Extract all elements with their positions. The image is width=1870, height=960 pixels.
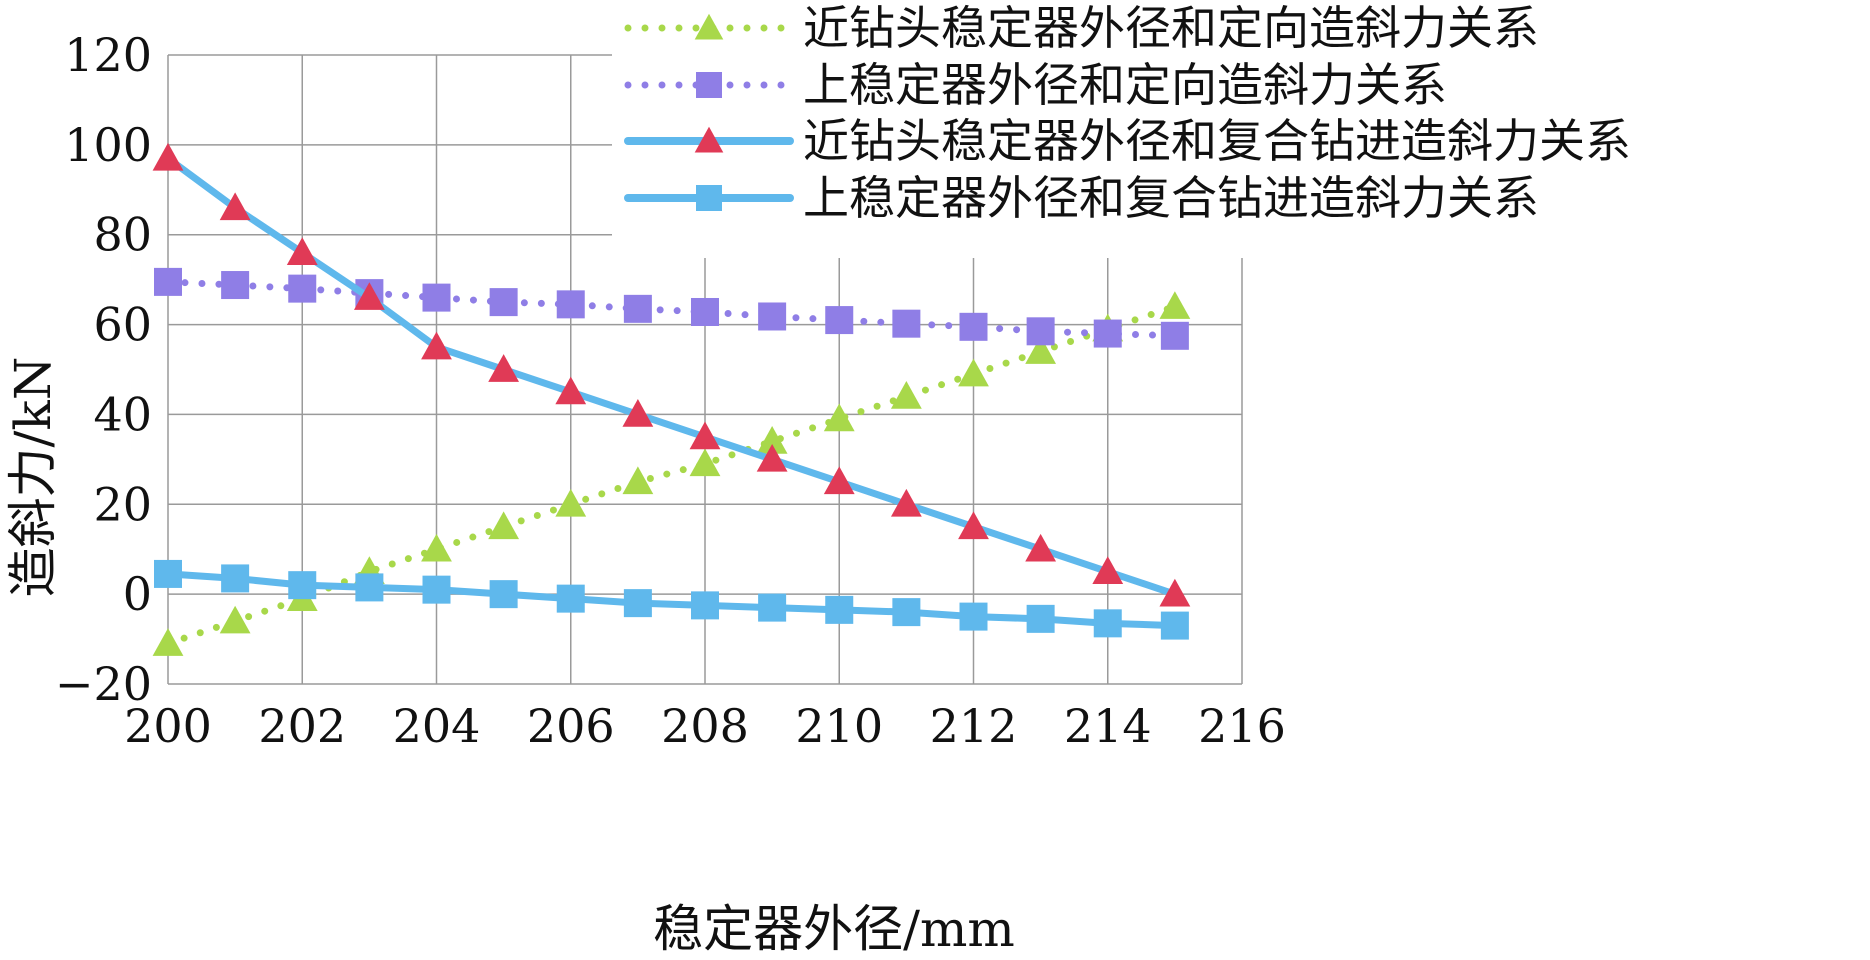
legend-marker-4 <box>696 185 722 211</box>
y-tick-label: −20 <box>55 657 152 711</box>
x-tick-label: 216 <box>1198 699 1286 753</box>
y-axis-title: 造斜力/kN <box>4 357 62 598</box>
data-point-s2 <box>758 302 787 331</box>
x-tick-label: 210 <box>795 699 883 753</box>
data-point-s4 <box>1160 611 1189 640</box>
data-point-s4 <box>1093 609 1122 638</box>
data-point-s4 <box>422 575 451 604</box>
x-tick-label: 214 <box>1064 699 1152 753</box>
data-point-s1 <box>958 358 989 387</box>
data-point-s4 <box>1026 604 1055 633</box>
data-point-s4 <box>959 602 988 631</box>
legend-marker-1 <box>694 13 724 40</box>
data-point-s3 <box>958 511 989 540</box>
data-point-s2 <box>691 297 719 326</box>
data-point-s2 <box>489 288 518 317</box>
data-point-s4 <box>489 580 518 609</box>
legend-label-3: 近钻头稳定器外径和复合钻进造斜力关系 <box>803 114 1631 168</box>
data-point-s2 <box>422 283 451 312</box>
data-point-s3 <box>756 443 788 472</box>
data-point-s1 <box>622 466 654 495</box>
data-point-s3 <box>1092 556 1124 584</box>
data-point-s4 <box>758 593 787 622</box>
data-point-s1 <box>421 533 452 562</box>
data-point-s3 <box>152 142 184 171</box>
legend-label-1: 近钻头稳定器外径和定向造斜力关系 <box>803 1 1539 55</box>
data-point-s4 <box>288 571 317 600</box>
legend-label-4: 上稳定器外径和复合钻进造斜力关系 <box>803 171 1539 225</box>
y-tick-label: 40 <box>93 387 152 441</box>
data-point-s1 <box>756 425 788 454</box>
y-tick-label: 60 <box>93 298 152 352</box>
data-point-s2 <box>623 294 652 323</box>
data-point-s4 <box>221 564 250 593</box>
data-point-s1 <box>488 511 520 540</box>
data-point-s3 <box>488 354 520 382</box>
data-point-s1 <box>890 381 922 409</box>
y-tick-label: 120 <box>64 28 152 82</box>
data-point-s4 <box>355 573 384 602</box>
data-point-s3 <box>286 237 318 266</box>
data-point-s3 <box>555 376 587 405</box>
data-point-s3 <box>1159 578 1191 607</box>
data-point-s4 <box>623 589 652 618</box>
data-point-s1 <box>689 448 721 477</box>
data-point-s4 <box>154 559 182 588</box>
data-point-s2 <box>556 290 585 319</box>
x-tick-label: 208 <box>661 699 749 753</box>
data-point-s2 <box>154 267 182 296</box>
legend-label-2: 上稳定器外径和定向造斜力关系 <box>803 58 1447 112</box>
legend-marker-2 <box>696 72 722 98</box>
x-tick-label: 200 <box>124 699 212 753</box>
data-point-s3 <box>622 399 654 427</box>
data-point-s3 <box>421 331 452 360</box>
x-tick-label: 212 <box>930 699 1018 753</box>
data-point-s3 <box>890 488 922 517</box>
data-point-s2 <box>1093 319 1122 348</box>
data-point-s3 <box>1025 533 1057 562</box>
data-point-s2 <box>1160 321 1189 350</box>
data-point-s4 <box>825 595 854 624</box>
data-point-s1 <box>219 605 251 634</box>
data-point-s2 <box>1026 317 1055 346</box>
data-point-s2 <box>288 274 317 303</box>
data-point-s4 <box>691 591 719 620</box>
data-point-s2 <box>221 271 250 300</box>
data-point-s2 <box>825 306 854 335</box>
series-line-4 <box>164 570 1179 630</box>
x-tick-label: 206 <box>527 699 615 753</box>
data-point-s2 <box>959 312 988 341</box>
legend: 近钻头稳定器外径和定向造斜力关系上稳定器外径和定向造斜力关系近钻头稳定器外径和复… <box>612 0 1870 258</box>
data-point-s1 <box>152 628 184 656</box>
series-group <box>152 142 1191 656</box>
legend-background <box>612 0 1870 258</box>
y-tick-label: 0 <box>123 567 152 621</box>
data-point-s2 <box>892 309 921 338</box>
x-tick-label: 202 <box>258 699 346 753</box>
data-point-s4 <box>892 598 921 627</box>
data-point-s3 <box>823 466 855 495</box>
x-tick-label: 204 <box>393 699 481 753</box>
y-tick-label: 80 <box>93 208 152 262</box>
x-axis-title: 稳定器外径/mm <box>653 900 1015 956</box>
data-point-s3 <box>689 421 721 450</box>
series-line-2 <box>164 278 1179 340</box>
data-point-s3 <box>353 282 385 310</box>
data-point-s1 <box>1025 336 1057 364</box>
data-point-s1 <box>1159 291 1191 319</box>
series-line-1 <box>164 303 1179 648</box>
series-line-3 <box>164 154 1179 598</box>
data-point-s4 <box>556 584 585 613</box>
data-point-s1 <box>823 403 855 432</box>
data-point-s3 <box>219 192 251 221</box>
legend-marker-3 <box>694 126 724 153</box>
y-tick-label: 20 <box>93 477 152 531</box>
data-point-s1 <box>555 488 587 517</box>
axes: 200 202 204 206 208 210 212 214 216 −20 0 20 40 60 80 1… <box>55 28 1286 753</box>
y-tick-label: 100 <box>64 118 152 172</box>
